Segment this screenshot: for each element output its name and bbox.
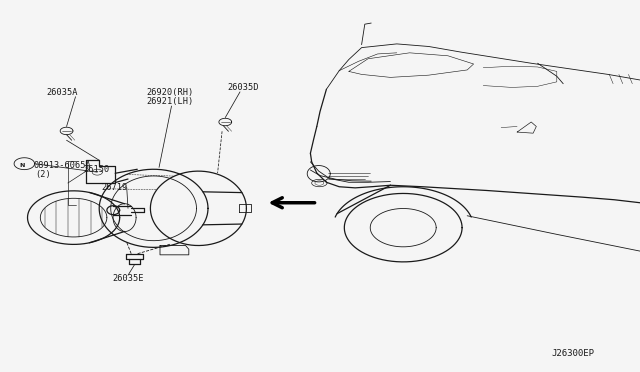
- Text: 26920(RH): 26920(RH): [146, 88, 193, 97]
- Text: (2): (2): [35, 170, 51, 179]
- Text: 26150: 26150: [83, 165, 109, 174]
- Text: 08913-6065A: 08913-6065A: [33, 161, 91, 170]
- Text: N: N: [19, 163, 24, 168]
- Text: 26921(LH): 26921(LH): [146, 97, 193, 106]
- Text: 26035E: 26035E: [112, 274, 143, 283]
- Text: 26035A: 26035A: [47, 88, 78, 97]
- Text: 26035D: 26035D: [227, 83, 259, 92]
- Text: 26719: 26719: [101, 183, 127, 192]
- Text: J26300EP: J26300EP: [552, 349, 595, 358]
